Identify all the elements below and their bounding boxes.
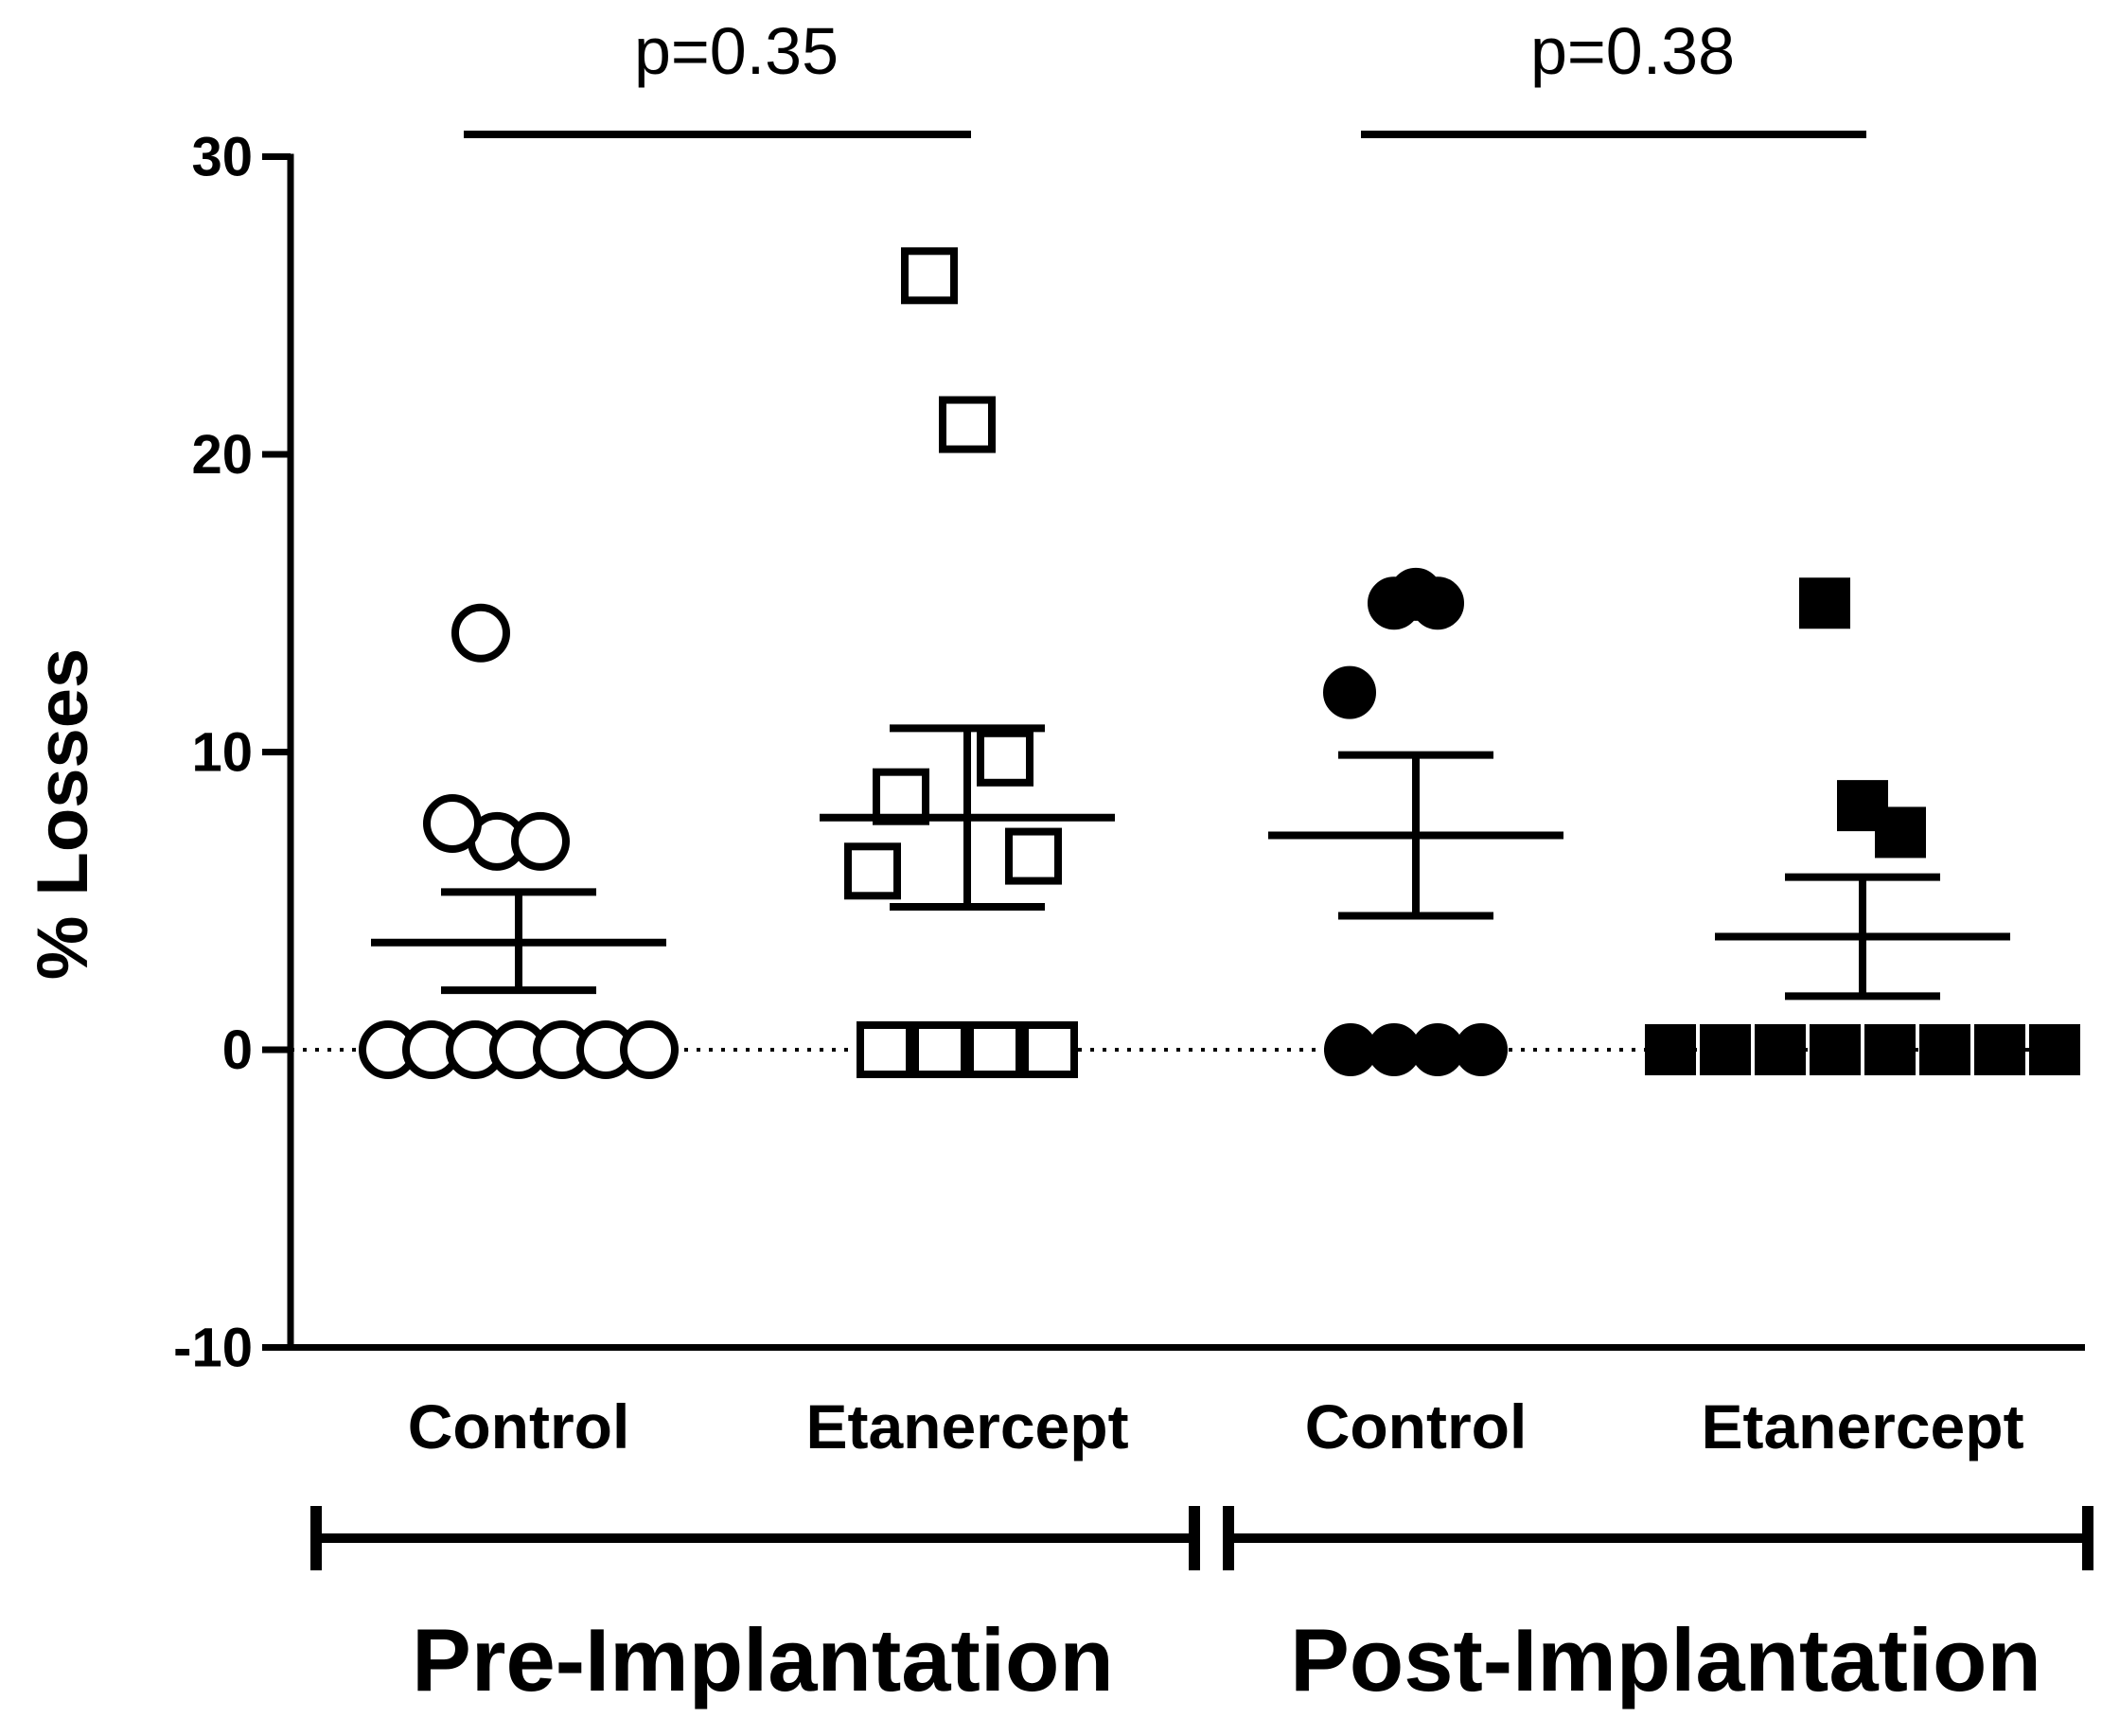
phase-label: Post-Implantation [1290,1610,2041,1709]
data-point-circle [455,608,506,659]
y-axis-title: % Losses [23,648,103,981]
category-label: Control [408,1391,630,1461]
y-tick-label: -10 [173,1318,253,1379]
data-point-circle [624,1024,675,1075]
data-point-square [1701,1025,1750,1074]
data-points [362,251,2079,1075]
data-point-circle [1324,667,1375,718]
y-tick-label: 20 [191,424,253,486]
y-tick-label: 10 [191,722,253,784]
data-point-square [2030,1025,2079,1074]
data-point-square [943,400,992,450]
data-point-square [1025,1025,1074,1074]
data-point-circle [515,816,566,867]
y-tick-label: 0 [222,1019,253,1081]
mean-sem-bars [371,728,2010,996]
axes: -10 0 10 20 30 [173,127,2085,1379]
category-label: Etanercept [805,1391,1128,1461]
p-value-label: p=0.38 [1530,14,1735,88]
data-point-square [848,846,897,895]
data-point-square [1975,1025,2024,1074]
chart-svg: -10 0 10 20 30 % Losses p=0.35 p=0.38 Control Et… [0,0,2102,1731]
data-point-circle [1390,569,1441,620]
category-label: Control [1305,1391,1528,1461]
data-point-circle [1456,1024,1507,1075]
data-point-square [1920,1025,1970,1074]
data-point-square [1009,832,1058,881]
data-point-square [1865,1025,1915,1074]
data-point-square [970,1025,1019,1074]
data-point-square [905,251,954,300]
phase-label: Pre-Implantation [412,1610,1114,1709]
p-value-label: p=0.35 [634,14,839,88]
data-point-circle [427,798,478,849]
data-point-square [1756,1025,1805,1074]
data-point-square [1811,1025,1860,1074]
data-point-square [1800,578,1849,628]
data-point-square [860,1025,910,1074]
data-point-square [1646,1025,1695,1074]
y-tick-label: 30 [191,127,253,188]
chart: -10 0 10 20 30 % Losses p=0.35 p=0.38 Control Et… [0,0,2102,1731]
data-point-square [1876,807,1925,857]
data-point-square [980,734,1030,783]
category-label: Etanercept [1701,1391,2023,1461]
data-point-square [915,1025,964,1074]
